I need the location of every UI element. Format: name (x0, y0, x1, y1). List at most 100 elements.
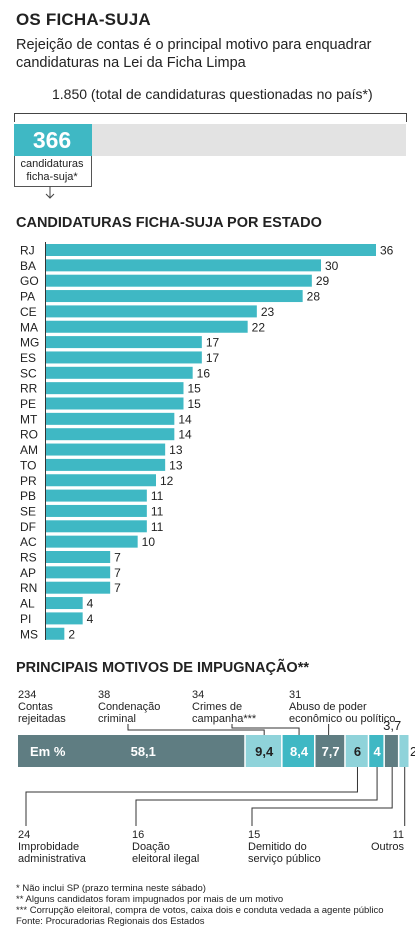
state-value-label: 16 (197, 366, 211, 380)
state-value-label: 17 (206, 336, 220, 350)
motive-annotation-0-line-1: Contas (18, 701, 53, 713)
motive-annotation-0-line-0: 234 (18, 689, 36, 701)
state-label: ES (20, 351, 36, 365)
motive-annotation-2-line-0: 34 (192, 689, 204, 701)
state-value-label: 7 (114, 581, 121, 595)
state-value-label: 7 (114, 551, 121, 565)
motive-annotation-0-line-2: rejeitadas (18, 713, 66, 725)
state-label: DF (20, 520, 36, 534)
motive-annotation-4-line-1: Improbidade (18, 841, 79, 853)
state-value-label: 28 (307, 290, 321, 304)
state-bar (46, 382, 184, 395)
arrow-down-icon (45, 186, 55, 199)
motive-annotation-5-line-0: 16 (132, 829, 144, 841)
motive-annotation-5-line-2: eleitoral ilegal (132, 853, 199, 865)
total-label: 1.850 (total de candidaturas questionada… (52, 86, 373, 102)
footnote-3: *** Corrupção eleitoral, compra de votos… (16, 905, 384, 916)
highlight-caption-1: candidaturas (20, 158, 84, 170)
state-bar (46, 244, 376, 256)
footnote-2: ** Alguns candidatos foram impugnados po… (16, 894, 284, 905)
state-bar (46, 504, 147, 517)
motives-stacked-bar: Em % 58,1 9,4 8,4 7,7 643,7 2,7 234Contasrejeit… (18, 689, 415, 865)
motive-annotation-4-line-0: 24 (18, 829, 30, 841)
state-value-label: 2 (68, 627, 75, 640)
motive-annotation-7-line-0: 11 (393, 829, 404, 841)
motive-segment (345, 735, 368, 767)
state-value-label: 17 (206, 351, 220, 365)
state-bar (46, 474, 156, 487)
motive-percent-label: 8,4 (290, 744, 309, 759)
state-value-label: 7 (114, 566, 121, 580)
state-value-label: 12 (160, 474, 174, 488)
motive-annotation-3-line-1: Abuso de poder (289, 701, 367, 713)
states-bar-chart: RJ 36 BA 30 GO 29 PA 28 CE 23 MA 22 MG 17 ES 17 SC 16 RR 15… (20, 242, 394, 640)
state-bar (46, 489, 147, 502)
state-value-label: 15 (188, 397, 202, 411)
state-value-label: 30 (325, 259, 339, 273)
motive-segment (399, 735, 409, 767)
state-bar (46, 290, 303, 303)
state-bar (46, 551, 111, 563)
motive-percent-label: 58,1 (131, 744, 156, 759)
state-value-label: 15 (188, 382, 202, 396)
state-label: AP (20, 566, 36, 580)
state-label: RS (20, 551, 37, 565)
state-label: RJ (20, 244, 35, 258)
motive-annotation-6-line-0: 15 (248, 829, 260, 841)
motive-annotation-6-line-2: serviço público (248, 853, 321, 865)
state-value-label: 13 (169, 458, 183, 472)
motive-segment (245, 735, 282, 767)
motives-chart-title: PRINCIPAIS MOTIVOS DE IMPUGNAÇÃO** (16, 660, 309, 676)
highlight-value: 366 (32, 127, 72, 153)
state-value-label: 11 (151, 489, 164, 503)
motive-segment (369, 735, 384, 767)
state-value-label: 14 (178, 412, 192, 426)
state-bar (46, 566, 111, 579)
highlight-bar (14, 124, 92, 156)
motive-annotation-4-line-2: administrativa (18, 853, 87, 865)
state-bar (46, 351, 202, 364)
total-bracket (14, 113, 407, 122)
chart-subtitle: Rejeição de contas é o principal motivo … (16, 37, 372, 71)
state-label: PA (20, 290, 35, 304)
motive-annotation-1-line-2: criminal (98, 713, 136, 725)
motive-annotation-2-line-1: Crimes de (192, 701, 242, 713)
state-label: MG (20, 336, 39, 350)
motive-annotation-3-line-0: 31 (289, 689, 301, 701)
state-value-label: 13 (169, 443, 183, 457)
state-bar (46, 412, 175, 425)
state-label: PI (20, 612, 31, 626)
motive-leader-line (25, 767, 358, 826)
state-label: CE (20, 305, 37, 319)
footnote-source: Fonte: Procuradorias Regionais dos Estad… (16, 916, 205, 927)
motive-annotation-1-line-1: Condenação (98, 701, 160, 713)
motive-leader-line (231, 724, 300, 735)
state-value-label: 11 (151, 520, 164, 534)
state-bar (46, 520, 147, 533)
state-bar (46, 581, 111, 594)
state-bar (46, 320, 248, 333)
state-label: PR (20, 474, 37, 488)
state-label: SC (20, 366, 37, 380)
state-label: AM (20, 443, 38, 457)
motive-annotation-1-line-0: 38 (98, 689, 110, 701)
motive-annotation-6-line-1: Demitido do (248, 841, 307, 853)
state-bar (46, 612, 83, 625)
motive-annotation-7-line-1: Outros (371, 841, 405, 853)
motive-percent-label: 2,7 (410, 744, 415, 759)
state-label: RO (20, 428, 38, 442)
state-label: MA (20, 320, 38, 334)
state-value-label: 23 (261, 305, 275, 319)
motive-annotation-3-line-2: econômico ou político (289, 713, 395, 725)
state-value-label: 36 (380, 244, 394, 258)
motive-leader-line (127, 724, 265, 735)
state-label: MT (20, 412, 38, 426)
state-value-label: 29 (316, 274, 330, 288)
state-label: SE (20, 504, 36, 518)
state-bar (46, 336, 202, 349)
motive-annotation-2-line-2: campanha*** (192, 713, 257, 725)
state-value-label: 4 (87, 597, 94, 611)
state-label: GO (20, 274, 39, 288)
state-bar (46, 458, 166, 471)
state-value-label: 11 (151, 504, 164, 518)
